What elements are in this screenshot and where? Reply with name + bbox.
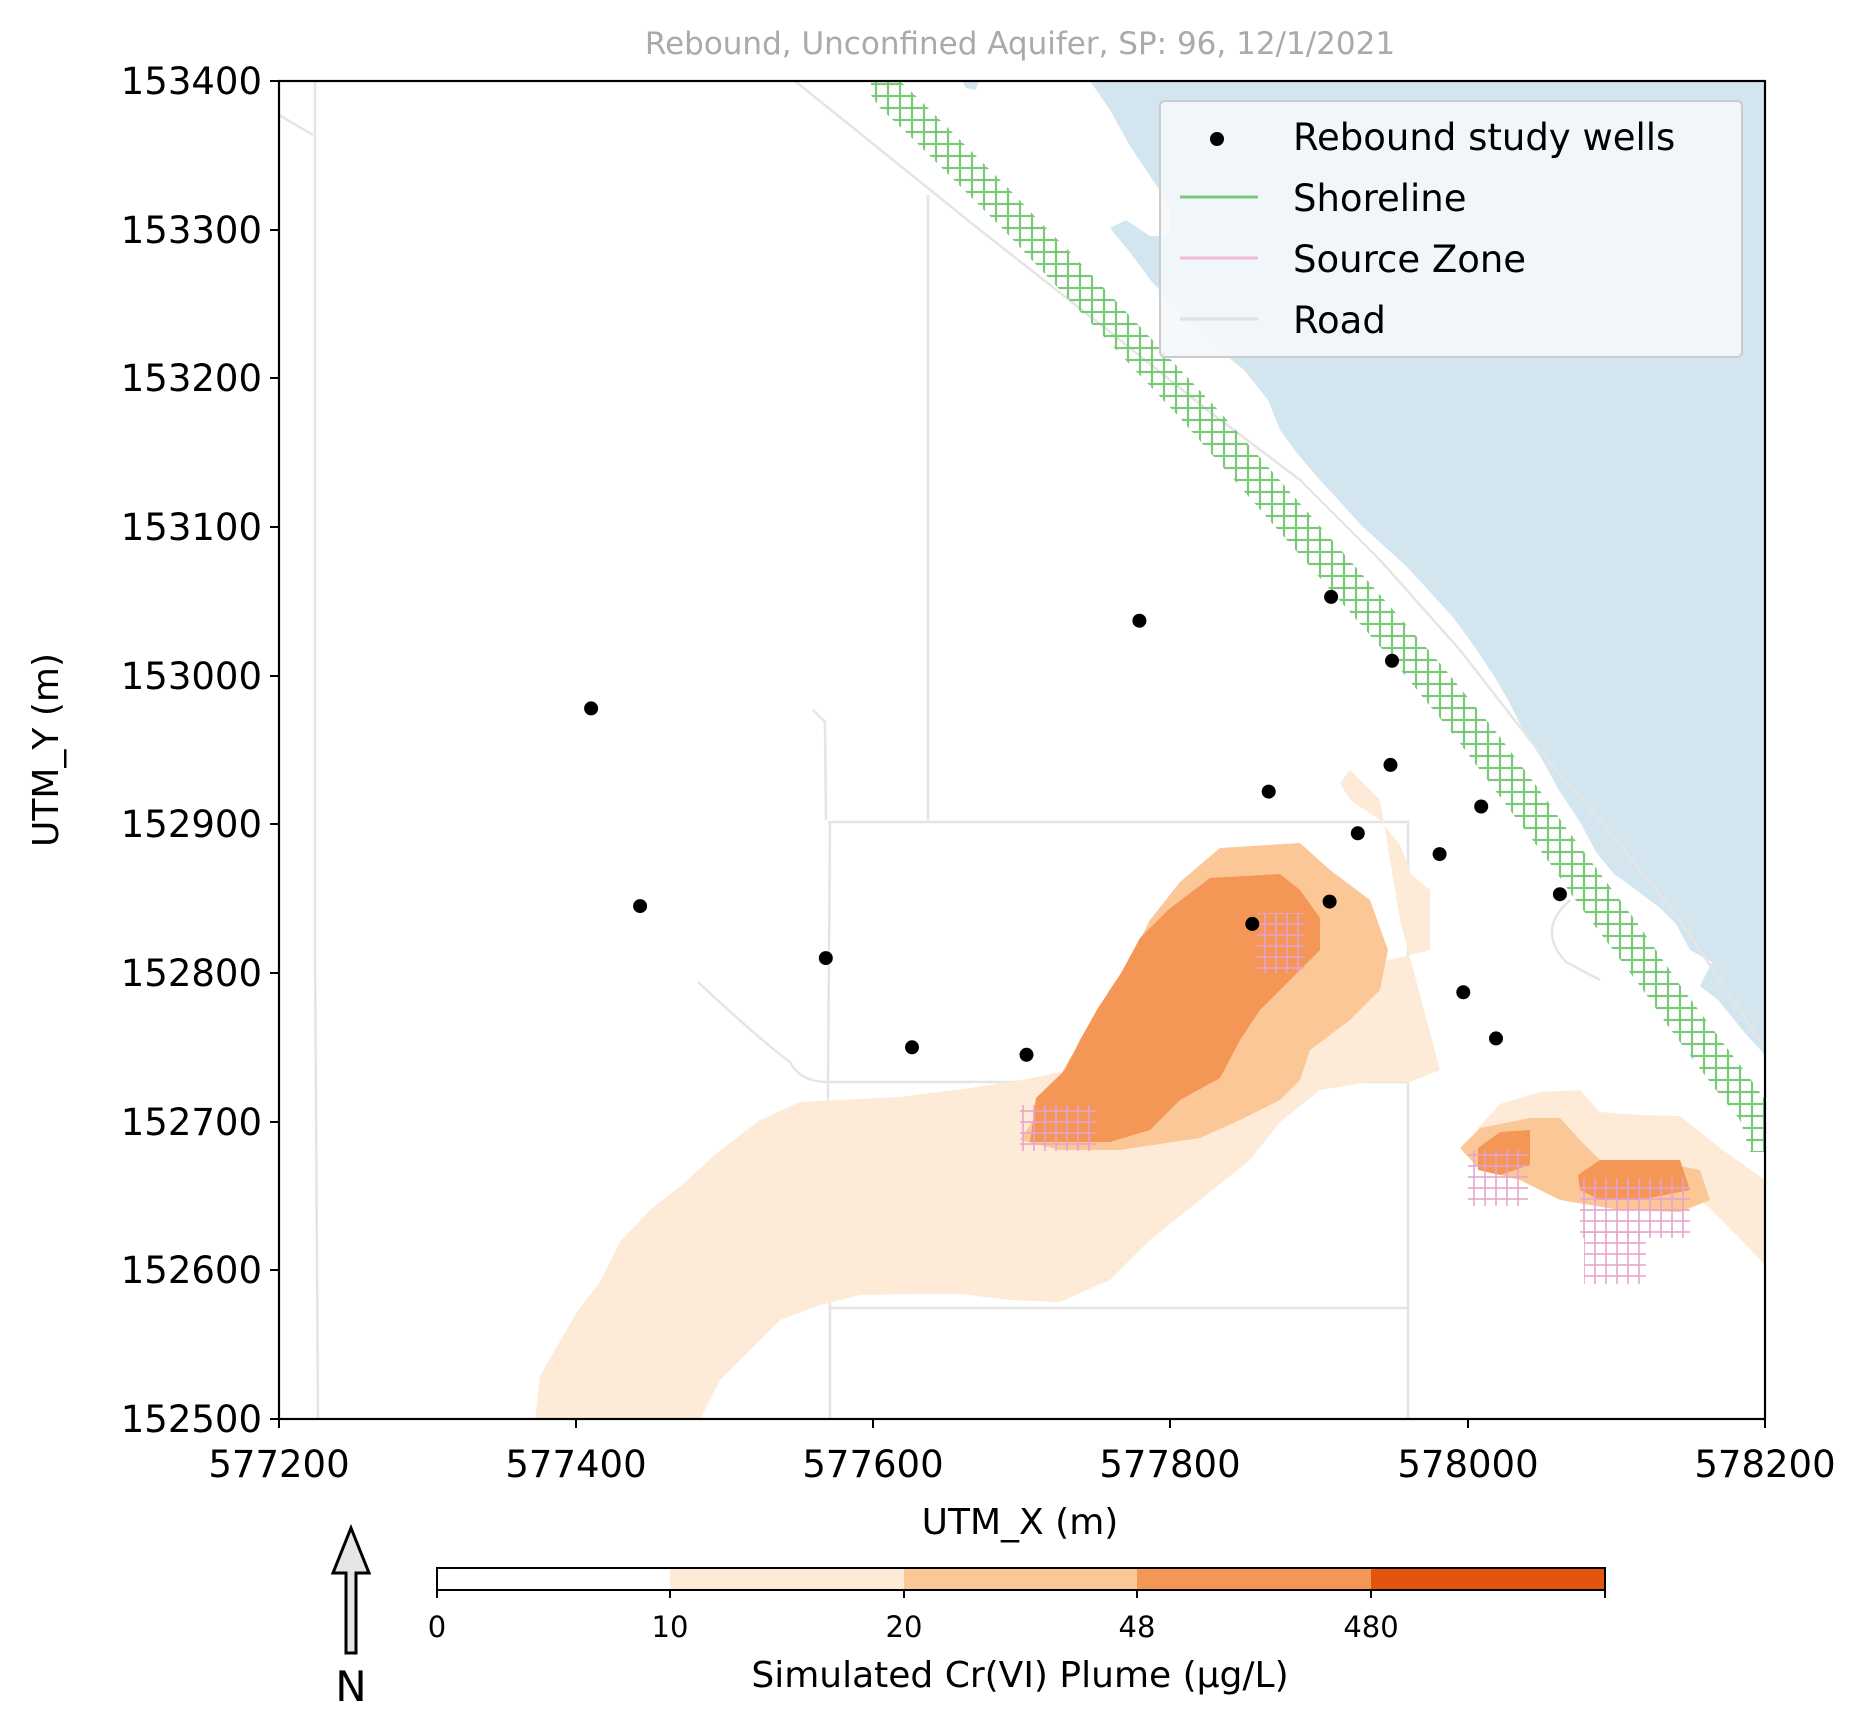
y-axis: 152500 152600 152700 152800 152900 15300… <box>26 60 279 1441</box>
source-zone <box>1257 913 1305 973</box>
x-tick-label: 577200 <box>208 1443 349 1486</box>
north-arrow: N <box>333 1528 369 1711</box>
legend-label: Rebound study wells <box>1293 116 1675 159</box>
source-zone <box>1468 1150 1528 1206</box>
colorbar-bin <box>904 1568 1137 1590</box>
study-well-point <box>1132 614 1146 628</box>
y-tick-label: 153200 <box>121 357 262 400</box>
legend-label: Road <box>1293 299 1386 342</box>
colorbar: 0 10 20 48 480 Simulated Cr(VI) Plume (μ… <box>428 1568 1605 1696</box>
study-well-point <box>1245 917 1259 931</box>
colorbar-label: Simulated Cr(VI) Plume (μg/L) <box>751 1655 1288 1696</box>
x-tick-label: 578200 <box>1694 1443 1835 1486</box>
source-zone <box>1584 1232 1646 1284</box>
study-well-point <box>819 951 833 965</box>
colorbar-tick-label: 10 <box>652 1610 689 1644</box>
source-zone <box>1020 1105 1096 1151</box>
north-arrow-icon <box>333 1528 369 1653</box>
study-well-point <box>1489 1031 1503 1045</box>
study-well-point <box>633 899 647 913</box>
study-well-point <box>1262 785 1276 799</box>
colorbar-bin <box>670 1568 904 1590</box>
colorbar-bin <box>1137 1568 1371 1590</box>
colorbar-tick-label: 0 <box>428 1610 446 1644</box>
study-well-point <box>1553 887 1567 901</box>
colorbar-bin <box>1371 1568 1605 1590</box>
y-axis-label: UTM_Y (m) <box>26 653 67 847</box>
study-well-point <box>1323 895 1337 909</box>
x-tick-label: 577400 <box>505 1443 646 1486</box>
x-tick-label: 577600 <box>802 1443 943 1486</box>
study-well-point <box>1474 800 1488 814</box>
colorbar-tick-label: 20 <box>886 1610 923 1644</box>
legend-label: Shoreline <box>1293 177 1467 220</box>
chart-title: Rebound, Unconfined Aquifer, SP: 96, 12/… <box>645 26 1395 62</box>
legend: Rebound study wells Shoreline Source Zon… <box>1160 101 1742 357</box>
study-well-point <box>1456 985 1470 999</box>
y-tick-label: 153300 <box>121 209 262 252</box>
study-well-point <box>905 1040 919 1054</box>
study-well-point <box>1020 1048 1034 1062</box>
source-zone <box>1580 1178 1690 1238</box>
x-axis-label: UTM_X (m) <box>922 1502 1119 1543</box>
x-tick-label: 578000 <box>1397 1443 1538 1486</box>
legend-label: Source Zone <box>1293 238 1526 281</box>
study-well-point <box>1433 847 1447 861</box>
y-tick-label: 152500 <box>121 1398 262 1441</box>
y-tick-label: 152800 <box>121 952 262 995</box>
study-well-point <box>1351 826 1365 840</box>
north-label: N <box>335 1662 366 1711</box>
colorbar-bin <box>437 1568 670 1590</box>
legend-marker-wells <box>1210 132 1224 146</box>
y-tick-label: 153100 <box>121 506 262 549</box>
y-tick-label: 152700 <box>121 1101 262 1144</box>
study-well-point <box>1384 758 1398 772</box>
study-well-point <box>1385 654 1399 668</box>
x-tick-label: 577800 <box>1099 1443 1240 1486</box>
study-well-point <box>584 701 598 715</box>
y-tick-label: 152900 <box>121 803 262 846</box>
colorbar-tick-label: 480 <box>1343 1610 1398 1644</box>
y-tick-label: 153400 <box>121 60 262 103</box>
y-tick-label: 152600 <box>121 1249 262 1292</box>
study-well-point <box>1324 590 1338 604</box>
colorbar-tick-label: 48 <box>1119 1610 1156 1644</box>
x-axis: 577200 577400 577600 577800 578000 57820… <box>208 1419 1835 1543</box>
y-tick-label: 153000 <box>121 655 262 698</box>
